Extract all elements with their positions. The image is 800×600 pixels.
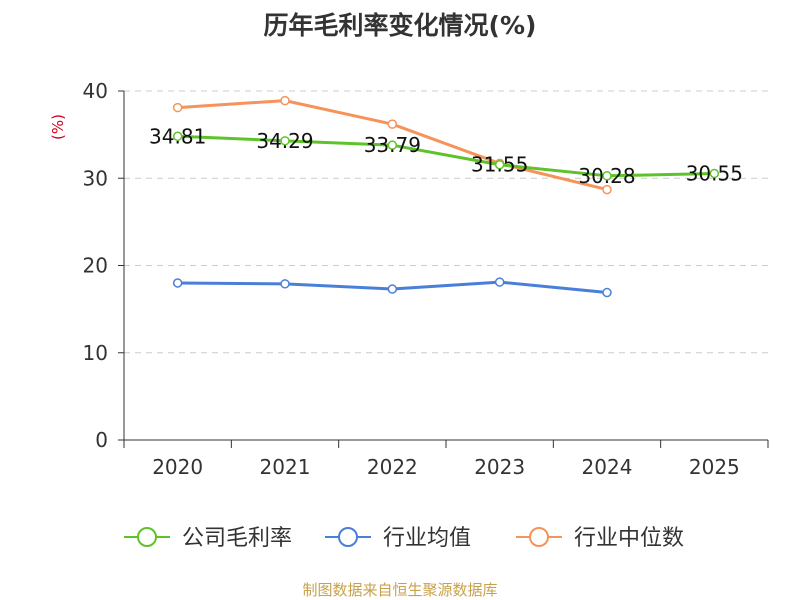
series-1 [172,277,612,298]
series-line [177,134,715,178]
y-tick-label: 20 [83,254,108,278]
legend-item-1: 行业均值 [325,526,471,551]
x-tick-label: 2021 [260,455,311,479]
data-point [172,131,183,142]
data-point [387,140,398,150]
grid-lines [124,90,768,354]
y-tick-label: 0 [95,428,108,452]
axes: 0 10 20 30 40 2020 2021 2022 2023 2024 2025 [83,79,769,479]
y-tick-label: 30 [83,166,108,190]
y-axis-label: (%) [49,114,67,140]
legend: 公司毛利率 行业均值 行业中位数 [124,526,684,551]
x-tick-label: 2025 [689,455,740,479]
legend-label: 公司毛利率 [182,526,292,551]
data-point [280,279,290,289]
data-point [280,95,290,106]
x-tick-label: 2024 [582,455,633,479]
legend-item-0: 公司毛利率 [124,526,292,551]
data-label: 34.29 [256,129,313,153]
data-label: 30.28 [578,164,635,188]
data-point [602,171,612,181]
data-point [172,278,183,288]
data-point [172,102,183,113]
x-tick-label: 2023 [474,455,525,479]
chart-title: 历年毛利率变化情况(%) [263,11,537,40]
y-tick-label: 40 [83,79,108,103]
source-note: 制图数据来自恒生聚源数据库 [302,581,498,599]
data-point [602,184,612,195]
data-label: 30.55 [686,161,743,185]
data-label: 34.81 [149,124,206,148]
data-label: 31.55 [471,153,528,177]
y-tick-label: 10 [83,341,108,365]
data-point [602,287,612,298]
data-point [280,136,290,146]
legend-marker [338,527,358,547]
data-label: 33.79 [364,133,421,157]
legend-label: 行业中位数 [574,526,684,551]
series-lines [172,95,720,298]
data-point [387,284,398,294]
x-tick-label: 2022 [367,455,418,479]
x-tick-label: 2020 [152,455,203,479]
series-0 [172,131,720,181]
data-point [494,277,505,287]
legend-marker [529,527,549,547]
data-labels: 34.81 34.29 33.79 31.55 30.28 30.55 [149,124,743,188]
legend-marker [137,527,157,547]
legend-label: 行业均值 [383,526,471,551]
data-point [709,168,720,179]
legend-item-2: 行业中位数 [516,526,684,551]
data-point [494,159,505,170]
data-point [387,119,398,129]
